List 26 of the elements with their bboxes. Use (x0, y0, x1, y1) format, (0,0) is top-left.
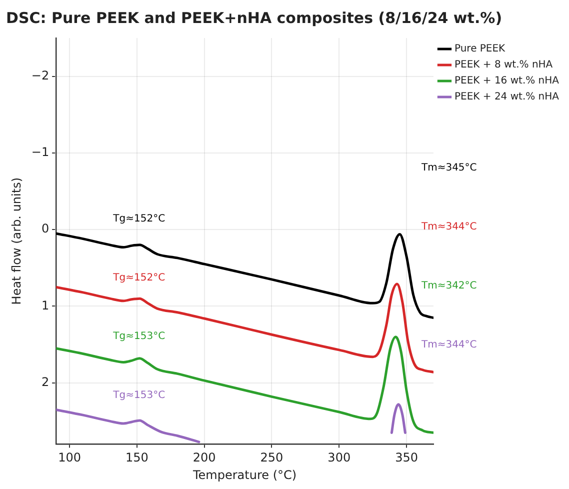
annotation: Tg≈153°C (112, 331, 166, 342)
annotation: Tm≈344°C (420, 221, 477, 232)
chart-title: DSC: Pure PEEK and PEEK+nHA composites (8/16/24 wt.%) (6, 8, 502, 27)
y-axis-title: Heat flow (arb. units) (9, 177, 24, 305)
x-tick-label: 100 (58, 450, 82, 465)
x-tick-label: 150 (126, 450, 148, 465)
annotation: Tg≈152°C (112, 272, 166, 284)
annotation: Tm≈344°C (420, 339, 477, 350)
annotation: Tm≈345°C (420, 162, 477, 174)
x-tick-label: 250 (260, 450, 284, 465)
y-tick-label: 0 (41, 222, 50, 236)
legend-label: PEEK + 24 wt.% nHA (454, 92, 560, 103)
x-tick-label: 200 (192, 450, 216, 465)
y-tick-label: 1 (41, 298, 50, 312)
legend-label: PEEK + 8 wt.% nHA (454, 60, 553, 71)
legend-label: PEEK + 16 wt.% nHA (454, 76, 560, 87)
annotation: Tg≈153°C (112, 390, 166, 402)
x-tick-label: 350 (395, 450, 418, 465)
x-axis-title: Temperature (°C) (192, 468, 297, 482)
legend-label: Pure PEEK (454, 44, 506, 55)
y-tick-label: 2 (41, 375, 50, 390)
annotation: Tg≈152°C (112, 213, 166, 224)
y-tick-label: −1 (31, 145, 50, 160)
y-tick-label: −2 (31, 68, 50, 82)
x-tick-label: 300 (328, 450, 351, 465)
annotation: Tm≈342°C (420, 280, 477, 292)
